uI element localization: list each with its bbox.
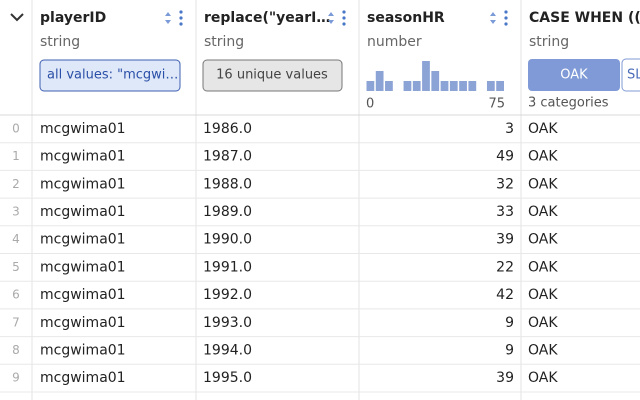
cell: OAK [528,287,558,303]
row-index: 1 [12,149,20,163]
row-index: 4 [12,232,20,246]
category-button[interactable] [528,59,620,91]
cell: mcgwima01 [40,232,126,248]
histogram-bar[interactable] [403,81,412,91]
column-name[interactable]: seasonHR [367,10,445,26]
menu-dot [342,16,346,20]
value-summary: 16 unique values [216,68,328,83]
menu-dot [179,16,183,20]
row-index: 3 [12,204,20,218]
cell: 1988.0 [203,176,252,192]
cell: mcgwima01 [40,287,126,303]
category-button[interactable] [621,58,640,92]
cell: 1989.0 [203,204,252,220]
cell: 42 [496,287,514,303]
cell: OAK [528,315,558,331]
cell: OAK [528,149,558,165]
row-index: 9 [12,371,20,385]
category-label: OAK [560,68,588,83]
category-label: SL [627,68,640,83]
sort-icon[interactable] [328,12,334,24]
histogram-bar[interactable] [459,81,467,91]
column-type: string [204,34,244,50]
column-name[interactable]: playerID [40,10,106,26]
histogram-bar[interactable] [366,81,375,91]
row-index: 6 [12,288,20,302]
cell: 32 [496,176,514,192]
cell: OAK [528,204,558,220]
row-index: 8 [12,343,20,357]
histogram-bar[interactable] [486,81,495,91]
column-type: string [40,34,80,50]
histogram-bar[interactable] [440,81,449,91]
column-name[interactable]: CASE WHEN ((… [529,10,640,26]
cell: OAK [528,121,558,137]
row-index: 0 [12,121,20,135]
column-type: string [529,34,569,50]
histogram-bar[interactable] [449,81,458,91]
histogram-bar[interactable] [468,81,477,91]
menu-dot [504,22,508,26]
cell: mcgwima01 [40,176,126,192]
category-summary: 3 categories [528,96,609,111]
histogram-bar[interactable] [412,81,421,91]
cell: OAK [528,176,558,192]
histogram-bar[interactable] [496,81,504,91]
value-summary: all values: "mcgwi… [47,68,178,83]
menu-dot [179,10,183,14]
histogram-bar[interactable] [385,81,393,91]
cell: OAK [528,342,558,358]
cell: 33 [496,204,514,220]
menu-dot [179,22,183,26]
cell: 39 [496,370,514,386]
cell: 1987.0 [203,149,252,165]
histogram-bar[interactable] [375,71,384,91]
cell: 1986.0 [203,121,252,137]
cell: mcgwima01 [40,342,126,358]
menu-dot [342,22,346,26]
sort-icon[interactable] [490,12,496,24]
histogram-max: 75 [488,97,505,112]
cell: 1990.0 [203,232,252,248]
cell: mcgwima01 [40,315,126,331]
cell: mcgwima01 [40,121,126,137]
cell: OAK [528,370,558,386]
row-index: 5 [12,260,20,274]
cell: OAK [528,259,558,275]
menu-dot [342,10,346,14]
cell: mcgwima01 [40,149,126,165]
cell: 3 [505,121,514,137]
cell: mcgwima01 [40,204,126,220]
sort-icon[interactable] [165,12,171,24]
histogram-min: 0 [366,97,374,112]
cell: 22 [496,259,514,275]
histogram-bar[interactable] [422,61,430,91]
cell: OAK [528,232,558,248]
cell: 1992.0 [203,287,252,303]
cell: 9 [505,315,514,331]
cell: mcgwima01 [40,370,126,386]
row-index: 2 [12,177,20,191]
collapse-chevron[interactable] [10,13,24,22]
cell: 1994.0 [203,342,252,358]
cell: 1993.0 [203,315,252,331]
histogram-bar[interactable] [431,71,440,91]
value-summary-box[interactable] [202,59,343,92]
cell: 9 [505,342,514,358]
cell: 1991.0 [203,259,252,275]
cell: 49 [496,149,514,165]
menu-dot [504,16,508,20]
cell: mcgwima01 [40,259,126,275]
menu-dot [504,10,508,14]
row-index: 7 [12,315,20,329]
cell: 39 [496,232,514,248]
cell: 1995.0 [203,370,252,386]
value-summary-box[interactable] [39,59,181,92]
column-name[interactable]: replace("yearI… [204,10,330,26]
column-type: number [367,34,422,50]
